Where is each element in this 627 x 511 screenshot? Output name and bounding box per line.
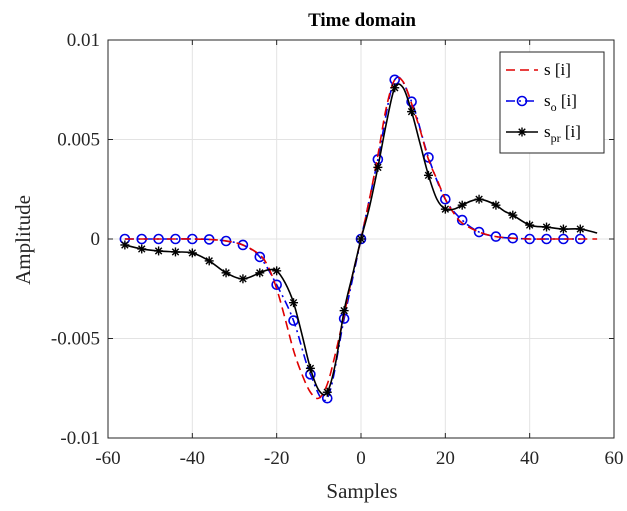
data-point xyxy=(356,234,366,244)
y-tick-label: 0.01 xyxy=(67,30,100,51)
data-point xyxy=(491,200,501,210)
marker-stroke xyxy=(154,247,163,255)
data-point xyxy=(390,83,400,93)
marker-stroke xyxy=(272,267,281,275)
x-tick-label: 40 xyxy=(520,448,539,469)
marker-stroke xyxy=(239,275,247,283)
marker-stroke xyxy=(475,195,483,203)
x-tick-label: -20 xyxy=(264,448,289,469)
series-group xyxy=(119,74,598,404)
series-pr xyxy=(120,83,598,397)
marker-stroke xyxy=(509,211,517,219)
data-point xyxy=(154,246,164,256)
data-point xyxy=(254,251,266,263)
marker-stroke xyxy=(542,223,551,231)
legend-entry: spr [i] xyxy=(506,122,581,145)
y-tick-label: -0.005 xyxy=(51,329,100,350)
axes xyxy=(107,39,615,439)
data-point xyxy=(525,220,535,230)
marker-stroke xyxy=(458,201,466,209)
data-point xyxy=(187,248,197,258)
legend-label: s [i] xyxy=(544,60,571,79)
data-point xyxy=(457,200,467,210)
data-point xyxy=(289,298,299,308)
marker-stroke xyxy=(306,364,315,373)
data-point xyxy=(407,107,417,117)
x-axis-label: Samples xyxy=(326,479,397,503)
data-point xyxy=(271,279,282,291)
data-point xyxy=(137,244,147,254)
marker-stroke xyxy=(492,201,500,209)
data-point xyxy=(473,226,485,238)
y-tick-label: 0.005 xyxy=(57,130,100,151)
tick-labels: -60 -40 -20 0 20 40 60 -0.01 -0.005 0 0.005 0.01 xyxy=(51,30,624,469)
marker-stroke xyxy=(407,107,416,116)
marker-stroke xyxy=(205,257,213,265)
data-point xyxy=(170,247,180,257)
y-tick-label: -0.01 xyxy=(60,428,100,449)
legend: s [i] so [i] spr [i] xyxy=(499,51,605,154)
data-point xyxy=(440,204,450,214)
marker-stroke xyxy=(137,245,146,253)
marker-stroke xyxy=(390,84,399,92)
marker-stroke xyxy=(518,128,526,136)
x-tick-label: -40 xyxy=(180,448,205,469)
data-point xyxy=(558,224,568,234)
marker-stroke xyxy=(121,241,129,249)
marker-stroke xyxy=(576,225,585,233)
x-tick-label: 60 xyxy=(605,448,624,469)
marker-stroke xyxy=(171,248,180,256)
data-point xyxy=(474,194,484,204)
data-point xyxy=(373,162,383,172)
marker-stroke xyxy=(357,235,365,243)
marker-stroke xyxy=(441,205,450,213)
data-point xyxy=(440,193,451,205)
x-tick-label: -60 xyxy=(95,448,120,469)
data-point xyxy=(272,266,282,276)
y-tick-label: 0 xyxy=(91,229,101,250)
chart-title: Time domain xyxy=(308,10,416,31)
data-point xyxy=(237,239,249,251)
data-point xyxy=(339,306,349,316)
x-tick-label: 0 xyxy=(356,448,366,469)
legend-label: spr [i] xyxy=(544,122,581,145)
marker-stroke xyxy=(374,163,382,172)
data-point xyxy=(423,170,433,180)
marker-stroke xyxy=(424,171,433,180)
legend-entry: s [i] xyxy=(506,60,571,79)
data-point xyxy=(120,240,130,250)
legend-marker xyxy=(517,127,527,137)
x-tick-label: 20 xyxy=(436,448,455,469)
data-point xyxy=(508,210,518,220)
marker-stroke xyxy=(323,388,332,396)
data-point xyxy=(221,268,231,278)
data-point xyxy=(238,274,248,284)
marker-stroke xyxy=(340,306,348,315)
data-point xyxy=(542,222,552,232)
marker-stroke xyxy=(559,225,568,233)
marker-stroke xyxy=(525,221,534,229)
data-point xyxy=(322,387,332,397)
data-point xyxy=(406,96,417,107)
data-point xyxy=(575,224,585,234)
data-point xyxy=(204,256,214,266)
marker-stroke xyxy=(188,249,197,257)
data-point xyxy=(456,214,468,226)
marker-stroke xyxy=(289,298,298,307)
marker-stroke xyxy=(222,269,230,277)
legend-marker xyxy=(516,95,528,107)
data-point xyxy=(305,363,315,373)
marker-stroke xyxy=(256,269,264,277)
legend-label: so [i] xyxy=(544,91,577,114)
legend-entry: so [i] xyxy=(506,91,577,114)
y-axis-label: Amplitude xyxy=(11,195,35,285)
data-point xyxy=(255,268,265,278)
